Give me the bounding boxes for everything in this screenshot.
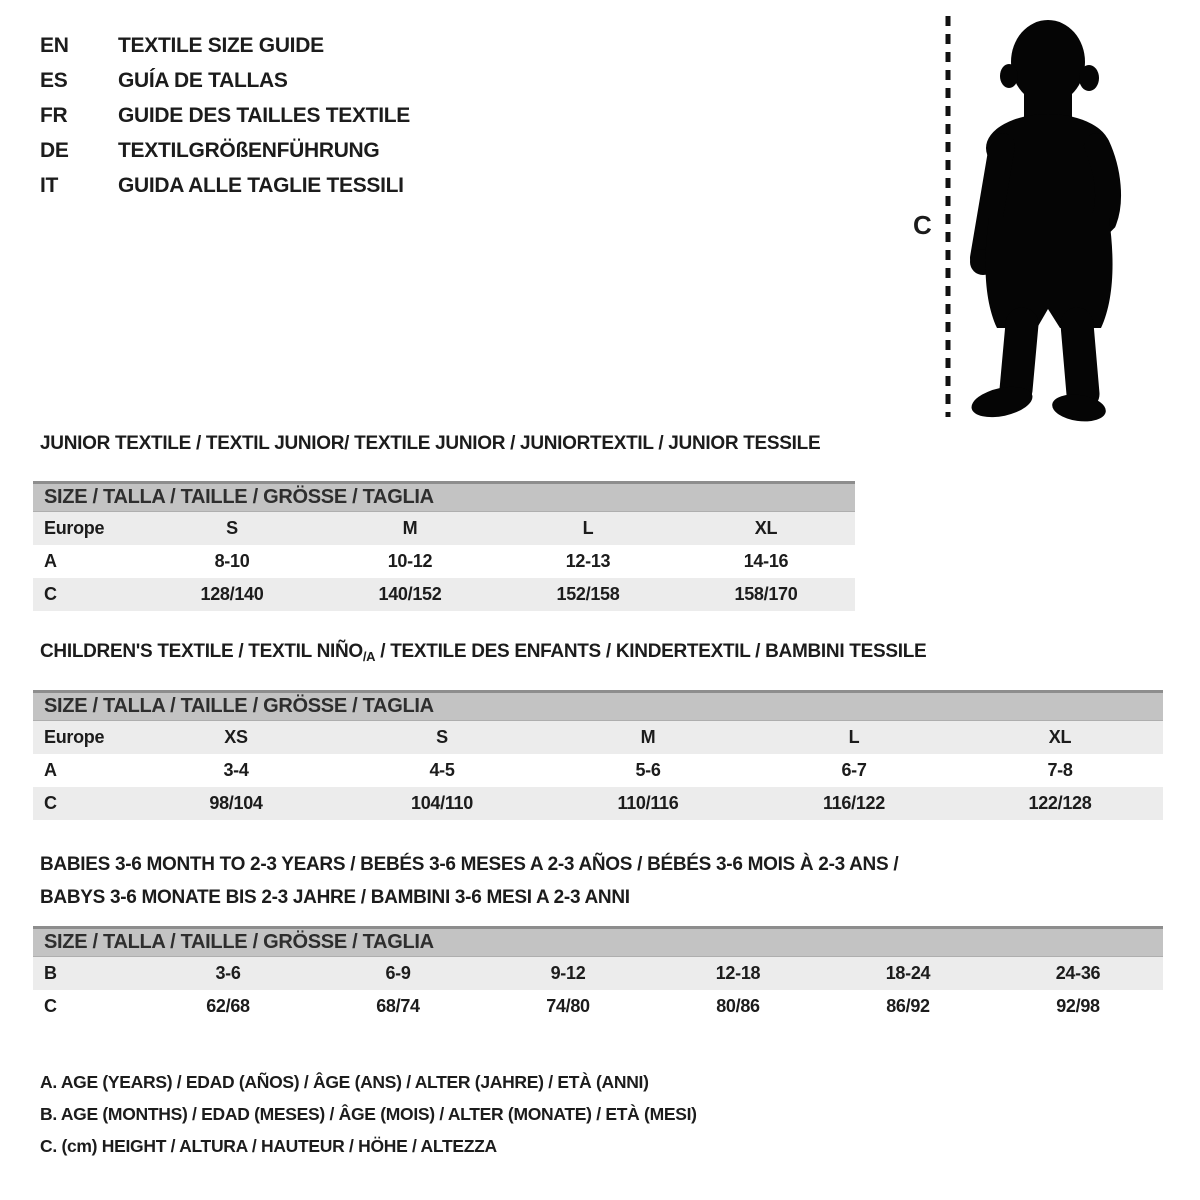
toddler-silhouette-icon (970, 20, 1121, 422)
language-title: GUIDA ALLE TAGLIE TESSILI (118, 173, 404, 197)
table-cell: 98/104 (209, 793, 263, 813)
table-cell: S (436, 727, 448, 747)
children-title-text: / TEXTILE DES ENFANTS / KINDERTEXTIL / B… (375, 641, 927, 662)
table-cell: 24-36 (1055, 963, 1101, 983)
table-row-height: C 98/104 104/110 110/116 116/122 122/128 (33, 787, 1163, 820)
table-cell: 12-13 (565, 551, 611, 571)
table-cell: 152/158 (556, 584, 620, 604)
children-section-title: CHILDREN'S TEXTILE / TEXTIL NIÑO/A / TEX… (40, 641, 927, 664)
row-label: C (44, 584, 57, 604)
legend: A. AGE (YEARS) / EDAD (AÑOS) / ÂGE (ANS)… (40, 1066, 697, 1162)
junior-size-table: SIZE / TALLA / TAILLE / GRÖSSE / TAGLIA … (33, 481, 855, 611)
language-code: IT (40, 173, 59, 197)
table-cell: 158/170 (734, 584, 798, 604)
row-label: A (44, 760, 57, 780)
language-code: FR (40, 103, 68, 127)
table-cell: 68/74 (376, 996, 420, 1016)
table-cell: 12-18 (715, 963, 761, 983)
row-label: A (44, 551, 57, 571)
language-title: GUIDE DES TAILLES TEXTILE (118, 103, 410, 127)
language-row-de: DE TEXTILGRÖßENFÜHRUNG (40, 133, 410, 168)
language-title: GUÍA DE TALLAS (118, 68, 288, 92)
table-cell: 140/152 (378, 584, 442, 604)
table-cell: 6-7 (841, 760, 867, 780)
table-cell: XS (224, 727, 248, 747)
row-label: C (44, 996, 57, 1016)
size-header-bar: SIZE / TALLA / TAILLE / GRÖSSE / TAGLIA (33, 481, 855, 512)
babies-title-line2: BABYS 3-6 MONATE BIS 2-3 JAHRE / BAMBINI… (40, 887, 630, 908)
language-row-en: EN TEXTILE SIZE GUIDE (40, 28, 410, 63)
table-cell: 104/110 (411, 793, 473, 813)
table-cell: 3-4 (223, 760, 249, 780)
table-cell: 14-16 (743, 551, 789, 571)
table-cell: S (226, 518, 238, 538)
table-cell: 62/68 (206, 996, 250, 1016)
table-row-height: C 128/140 140/152 152/158 158/170 (33, 578, 855, 611)
babies-size-table: SIZE / TALLA / TAILLE / GRÖSSE / TAGLIA … (33, 926, 1163, 1023)
size-header-bar: SIZE / TALLA / TAILLE / GRÖSSE / TAGLIA (33, 926, 1163, 957)
language-title: TEXTILE SIZE GUIDE (118, 33, 324, 57)
children-size-table: SIZE / TALLA / TAILLE / GRÖSSE / TAGLIA … (33, 690, 1163, 820)
table-cell: L (848, 727, 860, 747)
table-cell: 116/122 (823, 793, 885, 813)
table-cell: 5-6 (635, 760, 661, 780)
table-row-age: A 8-10 10-12 12-13 14-16 (33, 545, 855, 578)
table-cell: 18-24 (885, 963, 931, 983)
language-code: ES (40, 68, 68, 92)
language-row-it: IT GUIDA ALLE TAGLIE TESSILI (40, 168, 410, 203)
row-label: B (44, 963, 57, 983)
children-title-subscript: /A (362, 649, 376, 664)
children-title-text: CHILDREN'S TEXTILE / TEXTIL NIÑO (40, 641, 363, 662)
table-cell: 122/128 (1028, 793, 1092, 813)
table-row-europe: Europe S M L XL (33, 512, 855, 545)
table-cell: 74/80 (546, 996, 590, 1016)
table-row-age: A 3-4 4-5 5-6 6-7 7-8 (33, 754, 1163, 787)
row-label: Europe (44, 518, 105, 538)
table-cell: M (402, 518, 418, 538)
table-cell: 80/86 (716, 996, 760, 1016)
size-header-label: SIZE / TALLA / TAILLE / GRÖSSE / TAGLIA (44, 695, 434, 717)
table-cell: 10-12 (387, 551, 433, 571)
height-measure-line (945, 16, 951, 417)
table-cell: XL (1048, 727, 1072, 747)
language-title: TEXTILGRÖßENFÜHRUNG (118, 138, 380, 162)
table-cell: 110/116 (617, 793, 679, 813)
table-cell: 8-10 (214, 551, 250, 571)
junior-section-title: JUNIOR TEXTILE / TEXTIL JUNIOR/ TEXTILE … (40, 433, 821, 454)
table-cell: 9-12 (550, 963, 586, 983)
babies-title-line1: BABIES 3-6 MONTH TO 2-3 YEARS / BEBÉS 3-… (40, 854, 899, 875)
language-row-es: ES GUÍA DE TALLAS (40, 63, 410, 98)
table-cell: 7-8 (1047, 760, 1073, 780)
table-cell: XL (754, 518, 778, 538)
babies-section-title: BABIES 3-6 MONTH TO 2-3 YEARS / BEBÉS 3-… (40, 848, 899, 914)
row-label: Europe (44, 727, 105, 747)
legend-line-b: B. AGE (MONTHS) / EDAD (MESES) / ÂGE (MO… (40, 1104, 697, 1124)
table-cell: 86/92 (886, 996, 930, 1016)
language-code: DE (40, 138, 69, 162)
table-cell: 6-9 (385, 963, 411, 983)
table-row-europe: Europe XS S M L XL (33, 721, 1163, 754)
language-row-fr: FR GUIDE DES TAILLES TEXTILE (40, 98, 410, 133)
table-cell: M (640, 727, 656, 747)
height-measure-label: C (913, 210, 932, 240)
table-cell: 3-6 (215, 963, 241, 983)
size-header-bar: SIZE / TALLA / TAILLE / GRÖSSE / TAGLIA (33, 690, 1163, 721)
size-header-label: SIZE / TALLA / TAILLE / GRÖSSE / TAGLIA (44, 931, 434, 953)
language-code: EN (40, 33, 69, 57)
table-row-height: C 62/68 68/74 74/80 80/86 86/92 92/98 (33, 990, 1163, 1023)
row-label: C (44, 793, 57, 813)
table-row-months: B 3-6 6-9 9-12 12-18 18-24 24-36 (33, 957, 1163, 990)
table-cell: 4-5 (429, 760, 455, 780)
language-title-list: EN TEXTILE SIZE GUIDE ES GUÍA DE TALLAS … (40, 28, 410, 203)
table-cell: 128/140 (200, 584, 264, 604)
legend-line-c: C. (cm) HEIGHT / ALTURA / HAUTEUR / HÖHE… (40, 1136, 497, 1156)
legend-line-a: A. AGE (YEARS) / EDAD (AÑOS) / ÂGE (ANS)… (40, 1072, 649, 1092)
table-cell: 92/98 (1056, 996, 1100, 1016)
table-cell: L (582, 518, 594, 538)
size-header-label: SIZE / TALLA / TAILLE / GRÖSSE / TAGLIA (44, 486, 434, 508)
